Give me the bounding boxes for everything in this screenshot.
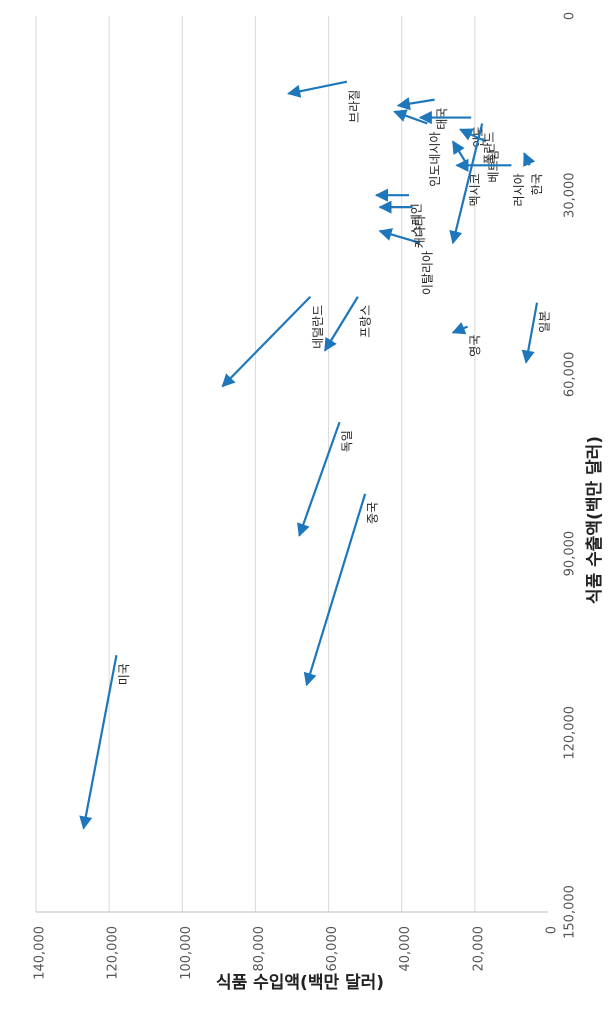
- point-label: 폴란드: [483, 132, 497, 165]
- point-label: 프랑스: [358, 305, 372, 338]
- point-label: 영국: [468, 335, 482, 357]
- arrow-영국: [451, 321, 468, 335]
- arrow-중국: [303, 493, 367, 687]
- x-tick-label: 60,000: [325, 926, 340, 972]
- point-label: 한국: [530, 173, 544, 195]
- point-label: 인도네시아: [428, 132, 442, 187]
- arrow-태국: [396, 97, 435, 111]
- y-axis-title: 식품 수입액(백만 달러): [216, 972, 384, 993]
- arrow-폴란드: [449, 123, 484, 245]
- point-label: 미국: [117, 663, 131, 685]
- y-tick-label: 60,000: [563, 352, 578, 398]
- y-tick-label: 90,000: [563, 531, 578, 577]
- point-label: 브라질: [347, 90, 361, 123]
- arrow-네덜란드: [221, 295, 312, 388]
- x-tick-label: 140,000: [33, 926, 48, 980]
- x-tick-label: 40,000: [398, 926, 413, 972]
- x-axis-title: 식품 수출액(백만 달러): [584, 436, 605, 604]
- x-tick-label: 120,000: [106, 926, 121, 980]
- arrow-이탈리아: [378, 228, 421, 245]
- point-label: 태국: [435, 108, 449, 130]
- plot-area: 0 20,000 40,000 60,000 80,000 100,000 120,000 1…: [33, 12, 578, 980]
- x-tick-label: 20,000: [471, 926, 486, 972]
- point-label: 캐나다: [413, 215, 427, 248]
- point-label: 네덜란드: [311, 305, 325, 349]
- point-label: 중국: [366, 502, 380, 524]
- arrow-브라질: [287, 80, 348, 98]
- arrow-프랑스: [323, 296, 359, 352]
- y-tick-label: 150,000: [563, 885, 578, 939]
- x-tick-label: 0: [545, 926, 560, 934]
- arrow-독일: [297, 421, 341, 537]
- y-tick-label: 0: [563, 12, 578, 20]
- arrow-일본: [521, 302, 539, 364]
- arrow-베트남: [459, 128, 487, 143]
- arrow-멕시코: [451, 140, 469, 166]
- point-label: 일본: [538, 311, 552, 333]
- y-tick-label: 120,000: [563, 706, 578, 760]
- arrow-미국: [79, 654, 118, 830]
- y-tick-label: 30,000: [563, 172, 578, 218]
- point-label: 스페인: [410, 203, 424, 236]
- arrow-한국: [523, 152, 536, 167]
- point-label: 독일: [340, 430, 354, 452]
- x-tick-label: 80,000: [252, 926, 267, 972]
- point-label: 이탈리아: [421, 251, 435, 295]
- point-label: 러시아: [512, 173, 526, 206]
- point-label: 멕시코: [468, 173, 482, 206]
- x-tick-label: 100,000: [179, 926, 194, 980]
